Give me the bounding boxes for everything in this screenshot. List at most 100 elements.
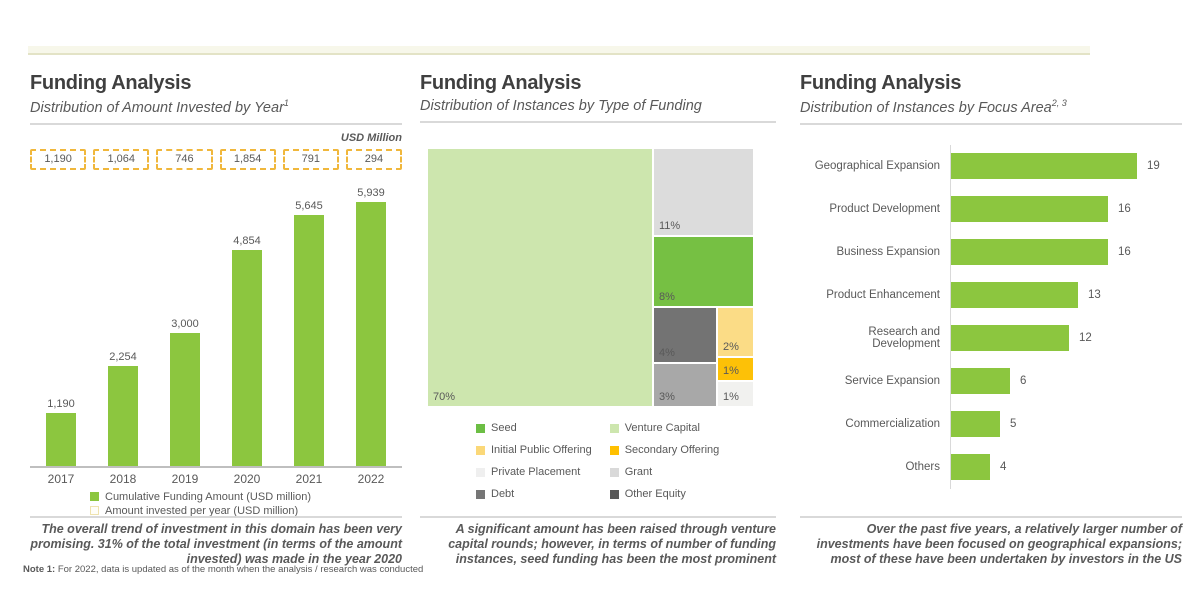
focus-bar-row: Product Development 16: [800, 187, 1182, 231]
treemap-chart: 70% 11% 8% 4% 3% 2% 1% 1%: [428, 149, 754, 406]
footnote-text: For 2022, data is updated as of the mont…: [57, 564, 424, 575]
column-slot: 5,939: [340, 187, 402, 466]
focus-bar-row: Research and Development 12: [800, 316, 1182, 360]
value-label: 6: [1020, 375, 1027, 388]
x-axis-label: 2019: [171, 471, 199, 486]
header-divider: [30, 122, 402, 125]
x-axis-label: 2020: [233, 471, 261, 486]
legend-label: Grant: [624, 466, 653, 478]
amount-invested-per-year-boxes: 1,190 1,064 746 1,854 791 294: [30, 148, 403, 170]
legend-label: Other Equity: [624, 488, 686, 500]
bar-track: 16: [950, 187, 1182, 231]
legend-swatch: [476, 423, 485, 433]
value-label: 16: [1118, 203, 1131, 216]
unit-label: USD Million: [340, 131, 402, 144]
bar-track: 19: [950, 144, 1182, 188]
treemap-percent-label: 11%: [659, 220, 681, 232]
column-slot: 3,000: [154, 318, 216, 466]
legend-label: Venture Capital: [624, 422, 700, 434]
legend-item: Amount invested per year (USD million): [90, 505, 402, 517]
amount-invested-box: 1,064: [93, 148, 150, 170]
treemap-block-grant: 11%: [654, 149, 753, 235]
footer-text: A significant amount has been raised thr…: [448, 522, 776, 566]
legend-swatch: [609, 445, 619, 455]
legend-item: Venture Capital: [609, 422, 720, 434]
legend-item: Debt: [476, 488, 592, 500]
category-label: Commercialization: [845, 418, 940, 431]
treemap-block-other-equity: 3%: [654, 364, 716, 406]
treemap-percent-label: 1%: [723, 365, 739, 377]
legend-label: Initial Public Offering: [491, 444, 592, 456]
panel-subtitle: Distribution of Instances by Focus Area2…: [800, 98, 1182, 116]
legend-swatch: [609, 423, 619, 433]
focus-bar: [951, 196, 1108, 223]
treemap-legend: Seed Venture Capital Initial Public Offeri…: [476, 420, 776, 500]
panel-footer: Over the past five years, a relatively l…: [800, 516, 1182, 567]
legend-label: Seed: [491, 422, 517, 434]
treemap-percent-label: 70%: [433, 391, 456, 403]
footnote: Note 1: For 2022, data is updated as of …: [23, 564, 423, 575]
focus-bar: [951, 239, 1108, 266]
focus-bar: [951, 411, 1000, 438]
legend-item: Initial Public Offering: [476, 444, 592, 456]
x-axis-label: 2017: [47, 471, 75, 486]
treemap-block-seed: 8%: [654, 237, 753, 306]
subtitle-text: Distribution of Amount Invested by Year: [30, 99, 284, 116]
column-chart: 1,190 2,254 3,000 4,854 5,645 5,939: [30, 172, 402, 468]
column-slot: 1,190: [30, 398, 92, 466]
footer-divider: [30, 516, 402, 518]
column-bar: [294, 214, 324, 466]
amount-invested-box: 1,854: [219, 148, 276, 170]
footer-text: Over the past five years, a relatively l…: [816, 522, 1182, 566]
legend-swatch: [476, 445, 485, 455]
treemap-block-debt: 4%: [654, 308, 716, 362]
footnote-label: Note 1:: [23, 564, 56, 575]
category-label: Product Enhancement: [826, 289, 940, 302]
column-bar: [108, 365, 138, 466]
panel-title: Funding Analysis: [800, 72, 962, 94]
amount-invested-box: 294: [345, 148, 403, 170]
focus-bar: [951, 325, 1069, 352]
column-value-label: 5,939: [357, 186, 385, 199]
category-label: Others: [905, 461, 940, 474]
legend-item: Seed: [476, 422, 592, 434]
column-slot: 5,645: [278, 200, 340, 466]
treemap-block-private-placement: 1%: [718, 382, 753, 406]
legend-label: Secondary Offering: [624, 444, 720, 456]
bar-track: 16: [950, 230, 1182, 274]
value-label: 19: [1147, 160, 1160, 173]
legend-label: Cumulative Funding Amount (USD million): [105, 490, 312, 503]
value-label: 13: [1088, 289, 1101, 302]
legend-swatch: [476, 467, 485, 477]
focus-bar-row: Product Enhancement 13: [800, 273, 1182, 317]
treemap-percent-label: 3%: [659, 391, 675, 403]
category-label: Product Development: [829, 203, 940, 216]
column-chart-legend: Cumulative Funding Amount (USD million) A…: [90, 491, 402, 517]
focus-bar: [951, 153, 1137, 180]
treemap-percent-label: 8%: [659, 291, 675, 303]
x-axis-label: 2018: [109, 471, 137, 486]
column-slot: 4,854: [216, 235, 278, 466]
legend-swatch: [609, 467, 619, 477]
treemap-percent-label: 2%: [723, 341, 739, 353]
focus-bar-row: Service Expansion 6: [800, 359, 1182, 403]
bar-track: 6: [950, 359, 1182, 403]
column-value-label: 4,854: [233, 234, 261, 247]
amount-invested-box: 746: [156, 148, 213, 170]
value-label: 12: [1079, 332, 1092, 345]
header-divider: [420, 121, 776, 123]
panel-subtitle: Distribution of Instances by Type of Fun…: [420, 98, 776, 114]
panel-title: Funding Analysis: [420, 72, 582, 94]
subtitle-text: Distribution of Instances by Focus Area: [800, 99, 1052, 116]
amount-invested-box: 791: [282, 148, 339, 170]
panel-instances-by-type-of-funding: Funding Analysis Distribution of Instanc…: [420, 72, 776, 566]
bar-track: 13: [950, 273, 1182, 317]
focus-bar: [951, 368, 1010, 395]
treemap-block-venture-capital: 70%: [428, 149, 652, 406]
focus-bar-row: Geographical Expansion 19: [800, 144, 1182, 188]
bar-track: 12: [950, 316, 1182, 360]
column-value-label: 3,000: [171, 317, 199, 330]
top-accent-band: [28, 46, 1090, 55]
treemap-block-initial-public-offering: 2%: [718, 308, 753, 356]
category-label: Service Expansion: [844, 375, 940, 388]
